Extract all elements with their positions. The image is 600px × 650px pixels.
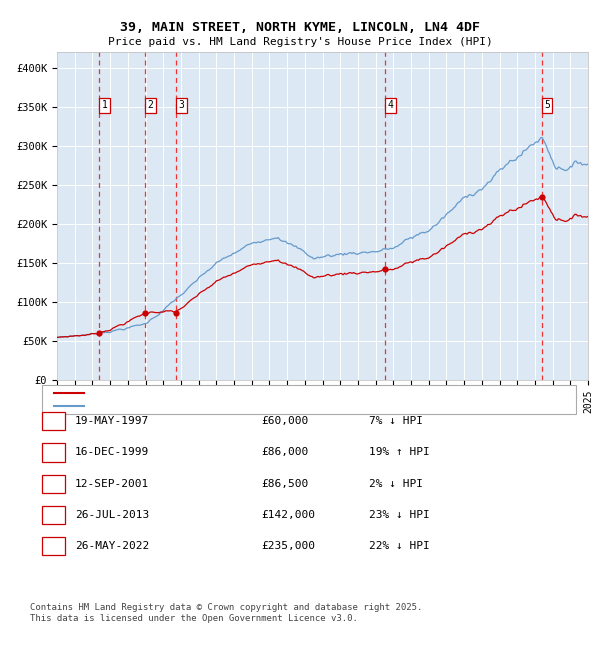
Text: 1: 1 (50, 416, 57, 426)
Text: 2: 2 (148, 100, 153, 110)
Text: 7% ↓ HPI: 7% ↓ HPI (369, 416, 423, 426)
Text: Price paid vs. HM Land Registry's House Price Index (HPI): Price paid vs. HM Land Registry's House … (107, 37, 493, 47)
Text: 3: 3 (178, 100, 184, 110)
Text: 5: 5 (544, 100, 550, 110)
Text: 16-DEC-1999: 16-DEC-1999 (75, 447, 149, 458)
Text: £235,000: £235,000 (261, 541, 315, 551)
Text: Contains HM Land Registry data © Crown copyright and database right 2025.
This d: Contains HM Land Registry data © Crown c… (30, 603, 422, 623)
Text: 4: 4 (50, 510, 57, 520)
Text: £60,000: £60,000 (261, 416, 308, 426)
Text: 23% ↓ HPI: 23% ↓ HPI (369, 510, 430, 520)
Text: 26-JUL-2013: 26-JUL-2013 (75, 510, 149, 520)
Text: 5: 5 (50, 541, 57, 551)
Text: 2% ↓ HPI: 2% ↓ HPI (369, 478, 423, 489)
Text: 26-MAY-2022: 26-MAY-2022 (75, 541, 149, 551)
Text: 2: 2 (50, 447, 57, 458)
Text: £86,500: £86,500 (261, 478, 308, 489)
Text: 39, MAIN STREET, NORTH KYME, LINCOLN, LN4 4DF (detached house): 39, MAIN STREET, NORTH KYME, LINCOLN, LN… (90, 387, 454, 398)
Text: 1: 1 (101, 100, 107, 110)
Text: HPI: Average price, detached house, North Kesteven: HPI: Average price, detached house, Nort… (90, 401, 384, 411)
Text: 12-SEP-2001: 12-SEP-2001 (75, 478, 149, 489)
Text: 19% ↑ HPI: 19% ↑ HPI (369, 447, 430, 458)
Text: 22% ↓ HPI: 22% ↓ HPI (369, 541, 430, 551)
Text: £142,000: £142,000 (261, 510, 315, 520)
Text: 4: 4 (388, 100, 394, 110)
Text: 19-MAY-1997: 19-MAY-1997 (75, 416, 149, 426)
Text: £86,000: £86,000 (261, 447, 308, 458)
Text: 39, MAIN STREET, NORTH KYME, LINCOLN, LN4 4DF: 39, MAIN STREET, NORTH KYME, LINCOLN, LN… (120, 21, 480, 34)
Text: 3: 3 (50, 478, 57, 489)
